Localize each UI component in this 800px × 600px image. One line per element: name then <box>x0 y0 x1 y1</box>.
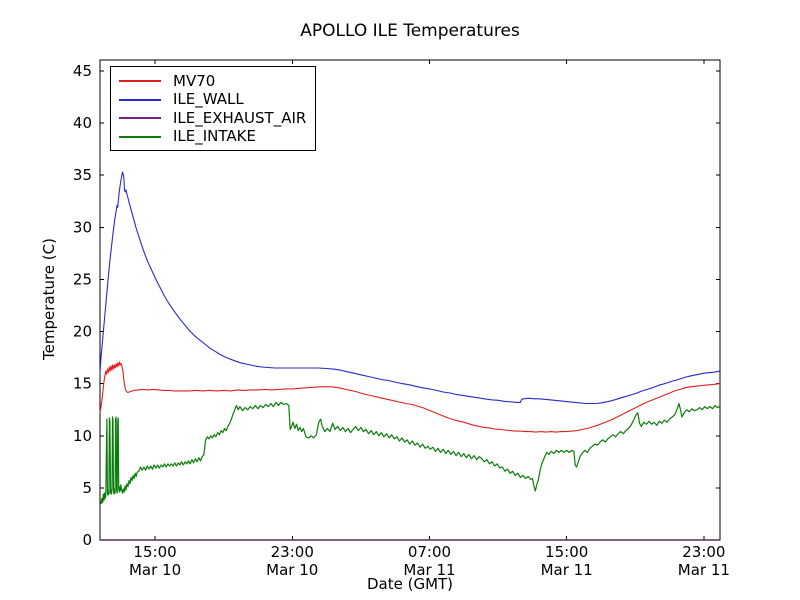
legend-label: ILE_EXHAUST_AIR <box>173 108 307 127</box>
series-line-ile_intake <box>99 401 721 505</box>
x-tick-label-date: Mar 11 <box>403 561 455 579</box>
legend-item-ile-wall: ILE_WALL <box>111 91 315 110</box>
y-axis-label: Temperature (C) <box>40 238 58 360</box>
y-tick-label: 45 <box>73 62 92 80</box>
x-tick-label-date: Mar 10 <box>129 561 181 579</box>
legend-item-mv70: MV70 <box>111 72 315 91</box>
chart-title: APOLLO ILE Temperatures <box>300 21 520 41</box>
x-tick-label-date: Mar 11 <box>541 561 593 579</box>
x-tick-label-time: 23:00 <box>271 543 314 561</box>
legend-line-swatch <box>119 117 161 120</box>
y-tick-label: 35 <box>73 166 92 184</box>
y-tick-label: 5 <box>82 479 92 497</box>
y-tick-label: 0 <box>82 531 92 549</box>
x-tick-label-time: 15:00 <box>545 543 588 561</box>
y-tick-label: 20 <box>73 323 92 341</box>
legend-line-swatch <box>119 135 161 138</box>
y-tick-label: 10 <box>73 427 92 445</box>
x-tick-label-date: Mar 11 <box>678 561 730 579</box>
legend-item-ile-intake: ILE_INTAKE <box>111 128 315 147</box>
x-axis-label: Date (GMT) <box>366 575 454 593</box>
legend-item-ile-exhaust-air: ILE_EXHAUST_AIR <box>111 109 315 128</box>
x-tick-label-date: Mar 10 <box>266 561 318 579</box>
legend-label: ILE_INTAKE <box>173 127 256 146</box>
y-tick-label: 30 <box>73 218 92 236</box>
x-tick-label-time: 07:00 <box>408 543 451 561</box>
legend-line-swatch <box>119 98 161 101</box>
legend-label: MV70 <box>173 71 216 90</box>
series-line-mv70 <box>99 361 721 433</box>
legend: MV70 ILE_WALL ILE_EXHAUST_AIR ILE_INTAKE <box>110 66 316 151</box>
y-tick-label: 25 <box>73 270 92 288</box>
legend-line-swatch <box>119 80 161 83</box>
x-tick-label-time: 23:00 <box>682 543 725 561</box>
legend-label: ILE_WALL <box>173 90 244 109</box>
x-tick-label-time: 15:00 <box>133 543 176 561</box>
series-line-ile_wall <box>99 171 721 405</box>
y-tick-label: 15 <box>73 375 92 393</box>
y-tick-label: 40 <box>73 114 92 132</box>
